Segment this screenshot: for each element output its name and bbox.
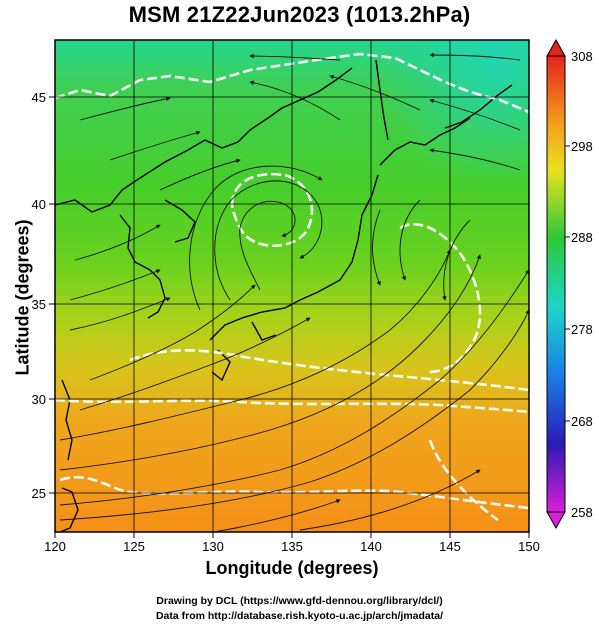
y-tick-label: 25 <box>32 486 46 501</box>
colorbar-label: 308 <box>571 49 593 64</box>
plot-area <box>55 40 529 532</box>
colorbar-label: 298 <box>571 139 593 154</box>
grid-lines <box>55 40 529 532</box>
colorbar-label: 288 <box>571 230 593 245</box>
contour-lines <box>55 52 529 522</box>
y-tick-label: 45 <box>32 90 46 105</box>
x-tick-label: 120 <box>44 539 66 554</box>
y-tick-label: 35 <box>32 297 46 312</box>
colorbar-label: 278 <box>571 322 593 337</box>
x-axis-label: Longitude (degrees) <box>205 558 379 578</box>
tick-marks <box>49 96 530 538</box>
wind-streamlines <box>59 52 529 532</box>
colorbar-bottom-arrow <box>546 511 566 530</box>
x-tick-label: 125 <box>123 539 145 554</box>
colorbar-label: 258 <box>571 505 593 520</box>
credits: Drawing by DCL (https://www.gfd-dennou.o… <box>0 594 599 624</box>
x-tick-label: 130 <box>202 539 224 554</box>
x-tick-label: 135 <box>281 539 303 554</box>
x-tick-label: 140 <box>360 539 382 554</box>
x-tick-label: 150 <box>518 539 540 554</box>
coastlines <box>55 59 513 532</box>
y-tick-label: 40 <box>32 197 46 212</box>
colorbar-scale <box>546 55 566 513</box>
colorbar: 308 298 288 278 268 258 <box>546 38 593 530</box>
colorbar-label: 268 <box>571 414 593 429</box>
x-tick-labels: 120 125 130 135 140 145 150 <box>44 539 540 554</box>
credits-line-1: Drawing by DCL (https://www.gfd-dennou.o… <box>156 595 443 607</box>
credits-line-2: Data from http://database.rish.kyoto-u.a… <box>155 610 444 622</box>
y-tick-labels: 25 30 35 40 45 <box>32 90 46 501</box>
y-tick-label: 30 <box>32 392 46 407</box>
x-tick-label: 145 <box>439 539 461 554</box>
y-axis-label: Latitude (degrees) <box>12 219 33 376</box>
chart-title: MSM 21Z22Jun2023 (1013.2hPa) <box>128 2 471 27</box>
colorbar-top-arrow <box>546 38 566 57</box>
